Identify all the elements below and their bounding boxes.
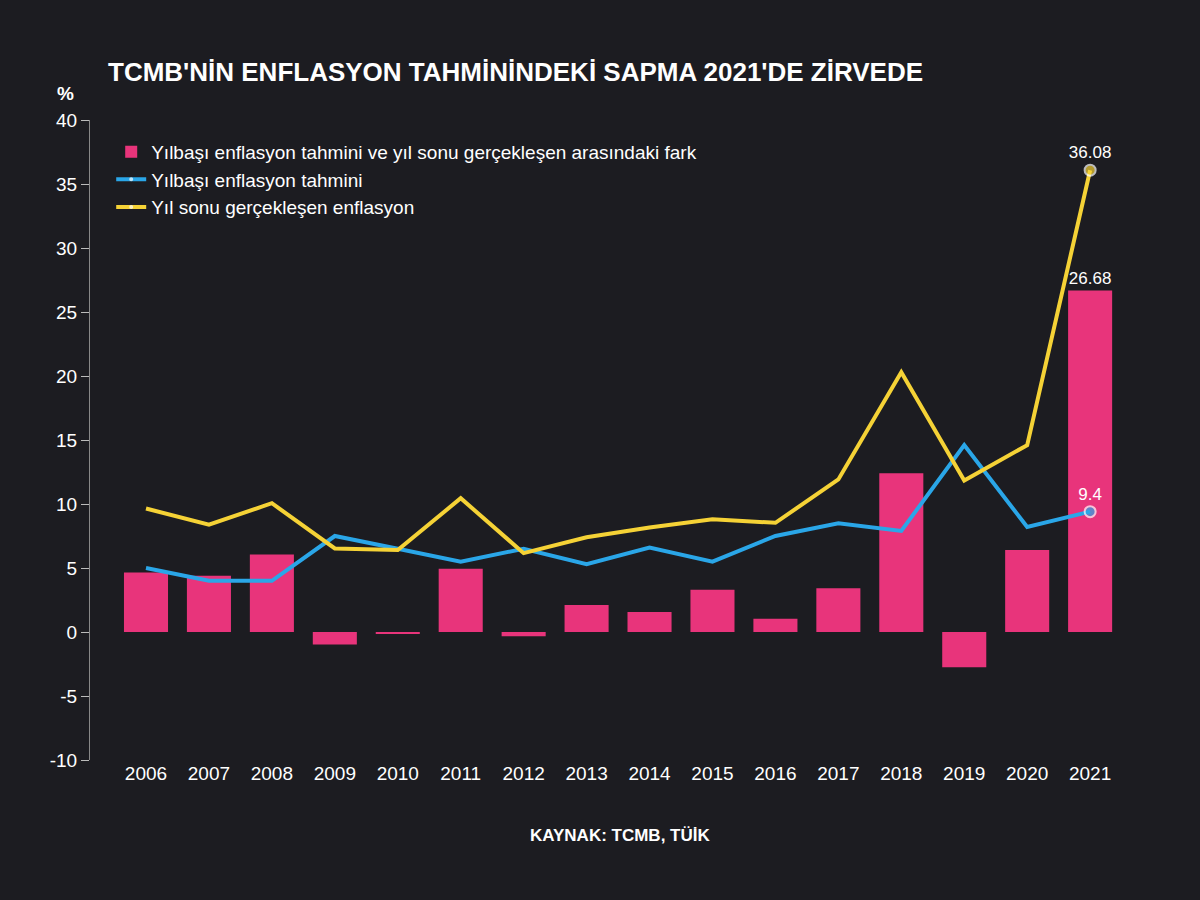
svg-text:10: 10 [56,494,77,515]
svg-text:15: 15 [56,430,77,451]
svg-text:2021: 2021 [1069,763,1111,784]
svg-text:2019: 2019 [943,763,985,784]
svg-text:TCMB'NİN ENFLASYON TAHMİNİNDEK: TCMB'NİN ENFLASYON TAHMİNİNDEKİ SAPMA 20… [108,57,923,87]
svg-text:2008: 2008 [251,763,293,784]
svg-text:5: 5 [67,558,78,579]
svg-text:Yılbaşı enflasyon tahmini ve y: Yılbaşı enflasyon tahmini ve yıl sonu ge… [151,142,696,163]
svg-text:2016: 2016 [754,763,796,784]
svg-text:%: % [57,83,74,104]
svg-text:2010: 2010 [377,763,419,784]
svg-text:25: 25 [56,302,77,323]
svg-text:2007: 2007 [188,763,230,784]
svg-text:2013: 2013 [565,763,607,784]
svg-text:26.68: 26.68 [1069,269,1112,288]
svg-text:Yılbaşı enflasyon tahmini: Yılbaşı enflasyon tahmini [151,170,362,191]
svg-text:2012: 2012 [503,763,545,784]
svg-text:30: 30 [56,238,77,259]
svg-text:9.4: 9.4 [1078,485,1102,504]
svg-text:2020: 2020 [1006,763,1048,784]
svg-text:35: 35 [56,174,77,195]
svg-text:36.08: 36.08 [1069,143,1112,162]
svg-text:-10: -10 [50,750,77,771]
svg-text:KAYNAK: TCMB, TÜİK: KAYNAK: TCMB, TÜİK [530,826,710,845]
svg-text:0: 0 [67,622,78,643]
svg-text:Yıl sonu gerçekleşen enflasyon: Yıl sonu gerçekleşen enflasyon [151,197,414,218]
svg-text:2011: 2011 [440,763,481,784]
svg-text:2018: 2018 [880,763,922,784]
svg-text:-5: -5 [60,686,77,707]
svg-text:40: 40 [56,110,77,131]
svg-text:2017: 2017 [817,763,859,784]
svg-text:2006: 2006 [125,763,167,784]
svg-text:2015: 2015 [691,763,733,784]
svg-text:20: 20 [56,366,77,387]
svg-text:2014: 2014 [628,763,671,784]
svg-text:2009: 2009 [314,763,356,784]
